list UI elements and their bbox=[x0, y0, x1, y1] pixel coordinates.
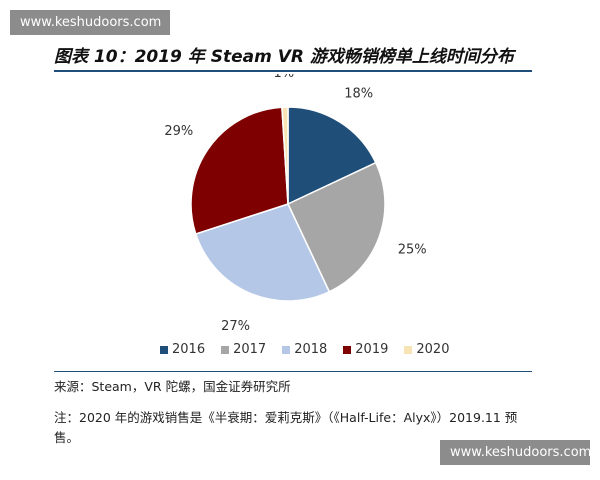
pie-slice-2020 bbox=[281, 106, 289, 205]
data-label-2017: 25% bbox=[398, 243, 427, 258]
watermark-top: www.keshudoors.com bbox=[10, 10, 170, 35]
legend-item-2018: 2018 bbox=[282, 342, 327, 357]
pie-slice-2016 bbox=[287, 106, 377, 206]
legend-item-2020: 2020 bbox=[404, 342, 449, 357]
legend-item-2016: 2016 bbox=[160, 342, 205, 357]
legend-swatch-2018 bbox=[282, 345, 291, 354]
legend-label-2019: 2019 bbox=[355, 342, 389, 357]
source-divider bbox=[54, 371, 532, 372]
legend-label-2018: 2018 bbox=[294, 342, 328, 357]
pie-slice-2017 bbox=[287, 161, 386, 293]
legend-swatch-2020 bbox=[404, 345, 413, 354]
figure-title: 图表 10：2019 年 Steam VR 游戏畅销榜单上线时间分布 bbox=[54, 47, 514, 67]
legend-label-2016: 2016 bbox=[172, 342, 206, 357]
title-divider bbox=[54, 70, 532, 72]
legend-label-2020: 2020 bbox=[416, 342, 450, 357]
legend-swatch-2016 bbox=[160, 345, 168, 354]
legend-swatch-2019 bbox=[343, 345, 352, 354]
data-label-2019: 29% bbox=[164, 124, 193, 139]
source-note: 来源：Steam，VR 陀螺，国金证券研究所 bbox=[54, 379, 291, 394]
watermark-bottom: www.keshudoors.com bbox=[440, 440, 591, 465]
pie-slice-2019 bbox=[190, 106, 289, 235]
data-label-2016: 18% bbox=[344, 87, 373, 102]
legend-item-2019: 2019 bbox=[343, 342, 388, 357]
footnote: 注：2020 年的游戏销售是《半衰期：爱莉克斯》（《Half-Life：Alyx… bbox=[54, 410, 518, 445]
pie-slice-2018 bbox=[194, 203, 331, 302]
legend-swatch-2017 bbox=[221, 345, 230, 354]
pie-chart: 18% 25% 27% 29% 1% bbox=[164, 74, 427, 334]
legend-item-2017: 2017 bbox=[221, 342, 266, 357]
chart-legend: 2016 2017 2018 2019 2020 bbox=[160, 342, 449, 357]
legend-label-2017: 2017 bbox=[233, 342, 267, 357]
data-label-2018: 27% bbox=[221, 319, 250, 334]
data-label-2020: 1% bbox=[274, 74, 295, 81]
